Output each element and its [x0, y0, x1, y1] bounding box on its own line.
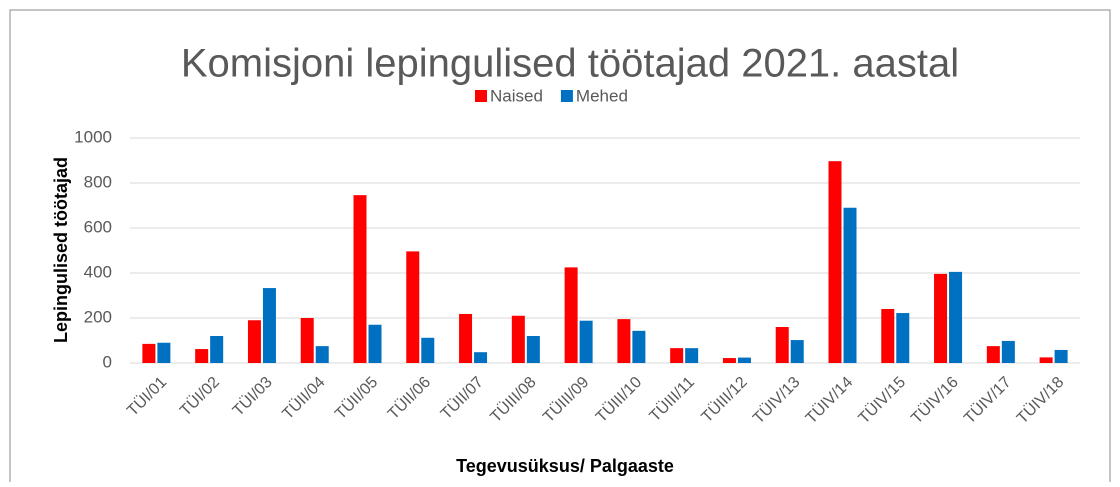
chart-title: Komisjoni lepingulised töötajad 2021. aa…: [181, 42, 959, 86]
bar: [670, 348, 684, 363]
x-tick-label: TÜII/07: [437, 373, 487, 423]
bar: [353, 195, 367, 363]
x-tick-label: TÜIV/13: [749, 373, 803, 427]
y-tick-label: 200: [84, 307, 112, 326]
x-tick-label: TÜIII/08: [487, 373, 540, 426]
y-tick-label: 800: [84, 172, 112, 191]
bar: [406, 251, 420, 363]
legend-swatch: [475, 90, 487, 102]
legend-label: Naised: [490, 86, 543, 105]
bar: [511, 315, 525, 363]
bar: [685, 348, 699, 363]
x-tick-label: TÜIII/10: [592, 373, 645, 426]
x-tick-label: TÜIII/11: [646, 373, 698, 425]
x-tick-label: TÜIV/16: [908, 373, 962, 427]
x-tick-label: TÜII/06: [384, 373, 434, 423]
bar: [315, 346, 329, 363]
x-tick-label: TÜIV/14: [802, 373, 856, 427]
bar: [843, 207, 857, 363]
legend-swatch: [560, 90, 573, 102]
y-tick-label: 0: [103, 352, 112, 371]
x-tick-label: TÜIII/09: [539, 373, 592, 426]
bar: [722, 358, 736, 363]
chart-frame: [9, 9, 1111, 482]
bar: [474, 352, 488, 363]
y-tick-label: 600: [84, 217, 112, 236]
bar: [896, 313, 910, 363]
bar: [737, 357, 751, 363]
bar: [632, 330, 646, 363]
bar: [775, 327, 789, 363]
bar: [579, 320, 593, 363]
bar: [881, 309, 895, 363]
bar: [934, 273, 948, 363]
x-axis-title: Tegevusüksus/ Palgaaste: [456, 456, 674, 476]
bar: [262, 288, 276, 363]
bar: [368, 324, 382, 363]
bar: [210, 336, 224, 363]
bar: [790, 340, 804, 363]
x-tick-label: TÜII/05: [331, 373, 381, 423]
x-tick-label: TÜIV/15: [855, 373, 909, 427]
y-tick-label: 1000: [74, 127, 112, 146]
bar: [247, 320, 261, 363]
x-tick-label: TÜI/01: [124, 373, 171, 420]
bar: [421, 337, 435, 363]
bar: [1039, 357, 1053, 363]
x-tick-label: TÜII/04: [279, 373, 329, 423]
bar: [195, 349, 209, 363]
bar: [828, 161, 842, 363]
bar: [142, 343, 156, 363]
x-tick-label: TÜIII/12: [698, 373, 751, 426]
x-tick-label: TÜI/03: [229, 373, 276, 420]
bar: [949, 271, 963, 363]
legend-label: Mehed: [576, 86, 628, 105]
bar: [157, 342, 171, 363]
bar: [300, 318, 314, 363]
bar: [459, 313, 473, 363]
bar: [986, 346, 1000, 363]
bar: [1054, 349, 1068, 363]
bar: [1001, 340, 1015, 363]
bar: [564, 267, 578, 363]
x-tick-label: TÜIV/17: [960, 373, 1014, 427]
x-tick-label: TÜIV/18: [1013, 373, 1067, 427]
y-tick-label: 400: [84, 262, 112, 281]
x-tick-label: TÜI/02: [176, 373, 223, 420]
y-axis-title: Lepingulised töötajad: [51, 157, 71, 343]
bar: [617, 319, 631, 363]
bar: [526, 336, 540, 363]
